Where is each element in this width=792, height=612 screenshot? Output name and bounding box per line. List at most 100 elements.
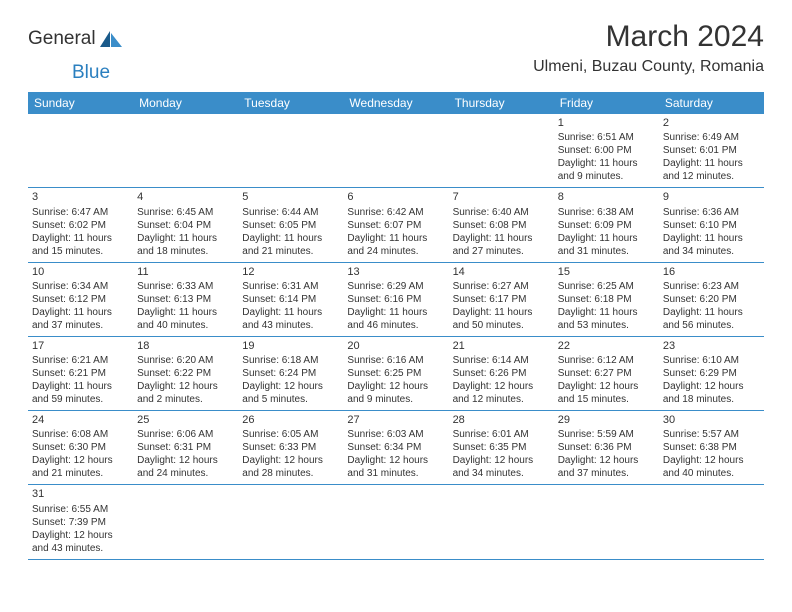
sail-icon bbox=[100, 31, 124, 47]
day-d2: and 2 minutes. bbox=[137, 393, 234, 406]
day-set: Sunset: 6:01 PM bbox=[663, 144, 760, 157]
calendar-row: 31Sunrise: 6:55 AMSunset: 7:39 PMDayligh… bbox=[28, 485, 764, 559]
day-rise: Sunrise: 6:14 AM bbox=[453, 354, 550, 367]
day-cell: 3Sunrise: 6:47 AMSunset: 6:02 PMDaylight… bbox=[28, 188, 133, 262]
day-d2: and 37 minutes. bbox=[32, 319, 129, 332]
day-rise: Sunrise: 6:40 AM bbox=[453, 206, 550, 219]
day-set: Sunset: 6:30 PM bbox=[32, 441, 129, 454]
day-number: 3 bbox=[32, 190, 129, 204]
day-d1: Daylight: 12 hours bbox=[453, 454, 550, 467]
day-number: 29 bbox=[558, 413, 655, 427]
day-number: 4 bbox=[137, 190, 234, 204]
day-set: Sunset: 6:17 PM bbox=[453, 293, 550, 306]
day-number: 7 bbox=[453, 190, 550, 204]
day-set: Sunset: 6:12 PM bbox=[32, 293, 129, 306]
day-d2: and 21 minutes. bbox=[242, 245, 339, 258]
day-d1: Daylight: 11 hours bbox=[347, 306, 444, 319]
day-cell: 27Sunrise: 6:03 AMSunset: 6:34 PMDayligh… bbox=[343, 411, 448, 485]
day-d1: Daylight: 12 hours bbox=[453, 380, 550, 393]
day-d2: and 31 minutes. bbox=[558, 245, 655, 258]
day-rise: Sunrise: 6:49 AM bbox=[663, 131, 760, 144]
empty-cell bbox=[449, 114, 554, 188]
day-d2: and 37 minutes. bbox=[558, 467, 655, 480]
logo: General bbox=[28, 28, 126, 50]
day-d1: Daylight: 11 hours bbox=[242, 306, 339, 319]
day-number: 2 bbox=[663, 116, 760, 130]
day-number: 1 bbox=[558, 116, 655, 130]
calendar-row: 1Sunrise: 6:51 AMSunset: 6:00 PMDaylight… bbox=[28, 114, 764, 188]
col-sunday: Sunday bbox=[28, 92, 133, 114]
col-tuesday: Tuesday bbox=[238, 92, 343, 114]
day-number: 31 bbox=[32, 487, 129, 501]
day-d2: and 46 minutes. bbox=[347, 319, 444, 332]
day-cell: 10Sunrise: 6:34 AMSunset: 6:12 PMDayligh… bbox=[28, 262, 133, 336]
empty-cell bbox=[343, 485, 448, 559]
day-rise: Sunrise: 6:25 AM bbox=[558, 280, 655, 293]
empty-cell bbox=[343, 114, 448, 188]
day-d2: and 31 minutes. bbox=[347, 467, 444, 480]
day-rise: Sunrise: 6:05 AM bbox=[242, 428, 339, 441]
day-d2: and 53 minutes. bbox=[558, 319, 655, 332]
day-set: Sunset: 6:13 PM bbox=[137, 293, 234, 306]
day-set: Sunset: 6:05 PM bbox=[242, 219, 339, 232]
day-number: 6 bbox=[347, 190, 444, 204]
day-number: 27 bbox=[347, 413, 444, 427]
day-set: Sunset: 6:22 PM bbox=[137, 367, 234, 380]
calendar-row: 3Sunrise: 6:47 AMSunset: 6:02 PMDaylight… bbox=[28, 188, 764, 262]
day-number: 13 bbox=[347, 265, 444, 279]
day-rise: Sunrise: 5:59 AM bbox=[558, 428, 655, 441]
day-number: 23 bbox=[663, 339, 760, 353]
day-number: 5 bbox=[242, 190, 339, 204]
day-d1: Daylight: 12 hours bbox=[137, 454, 234, 467]
day-d1: Daylight: 12 hours bbox=[32, 454, 129, 467]
day-d1: Daylight: 12 hours bbox=[137, 380, 234, 393]
day-d1: Daylight: 12 hours bbox=[347, 454, 444, 467]
calendar-row: 10Sunrise: 6:34 AMSunset: 6:12 PMDayligh… bbox=[28, 262, 764, 336]
day-set: Sunset: 6:09 PM bbox=[558, 219, 655, 232]
day-set: Sunset: 6:02 PM bbox=[32, 219, 129, 232]
empty-cell bbox=[554, 485, 659, 559]
day-cell: 28Sunrise: 6:01 AMSunset: 6:35 PMDayligh… bbox=[449, 411, 554, 485]
day-set: Sunset: 7:39 PM bbox=[32, 516, 129, 529]
day-rise: Sunrise: 6:44 AM bbox=[242, 206, 339, 219]
day-d2: and 59 minutes. bbox=[32, 393, 129, 406]
day-number: 20 bbox=[347, 339, 444, 353]
day-d1: Daylight: 11 hours bbox=[453, 306, 550, 319]
day-d2: and 12 minutes. bbox=[663, 170, 760, 183]
empty-cell bbox=[659, 485, 764, 559]
day-d2: and 40 minutes. bbox=[663, 467, 760, 480]
calendar-table: Sunday Monday Tuesday Wednesday Thursday… bbox=[28, 92, 764, 560]
col-friday: Friday bbox=[554, 92, 659, 114]
day-rise: Sunrise: 6:36 AM bbox=[663, 206, 760, 219]
day-cell: 13Sunrise: 6:29 AMSunset: 6:16 PMDayligh… bbox=[343, 262, 448, 336]
day-set: Sunset: 6:27 PM bbox=[558, 367, 655, 380]
day-rise: Sunrise: 6:42 AM bbox=[347, 206, 444, 219]
empty-cell bbox=[133, 485, 238, 559]
day-rise: Sunrise: 6:45 AM bbox=[137, 206, 234, 219]
day-d2: and 24 minutes. bbox=[137, 467, 234, 480]
day-set: Sunset: 6:04 PM bbox=[137, 219, 234, 232]
day-set: Sunset: 6:25 PM bbox=[347, 367, 444, 380]
day-number: 25 bbox=[137, 413, 234, 427]
day-rise: Sunrise: 6:31 AM bbox=[242, 280, 339, 293]
day-cell: 24Sunrise: 6:08 AMSunset: 6:30 PMDayligh… bbox=[28, 411, 133, 485]
day-d1: Daylight: 11 hours bbox=[663, 232, 760, 245]
day-cell: 9Sunrise: 6:36 AMSunset: 6:10 PMDaylight… bbox=[659, 188, 764, 262]
empty-cell bbox=[28, 114, 133, 188]
day-d2: and 43 minutes. bbox=[32, 542, 129, 555]
day-d1: Daylight: 11 hours bbox=[32, 380, 129, 393]
day-cell: 11Sunrise: 6:33 AMSunset: 6:13 PMDayligh… bbox=[133, 262, 238, 336]
day-number: 28 bbox=[453, 413, 550, 427]
day-rise: Sunrise: 6:12 AM bbox=[558, 354, 655, 367]
day-set: Sunset: 6:34 PM bbox=[347, 441, 444, 454]
day-d1: Daylight: 12 hours bbox=[32, 529, 129, 542]
day-cell: 22Sunrise: 6:12 AMSunset: 6:27 PMDayligh… bbox=[554, 336, 659, 410]
day-d2: and 15 minutes. bbox=[558, 393, 655, 406]
day-d1: Daylight: 11 hours bbox=[347, 232, 444, 245]
day-set: Sunset: 6:29 PM bbox=[663, 367, 760, 380]
day-d2: and 18 minutes. bbox=[663, 393, 760, 406]
day-cell: 12Sunrise: 6:31 AMSunset: 6:14 PMDayligh… bbox=[238, 262, 343, 336]
day-d1: Daylight: 12 hours bbox=[663, 380, 760, 393]
day-set: Sunset: 6:00 PM bbox=[558, 144, 655, 157]
day-rise: Sunrise: 6:03 AM bbox=[347, 428, 444, 441]
